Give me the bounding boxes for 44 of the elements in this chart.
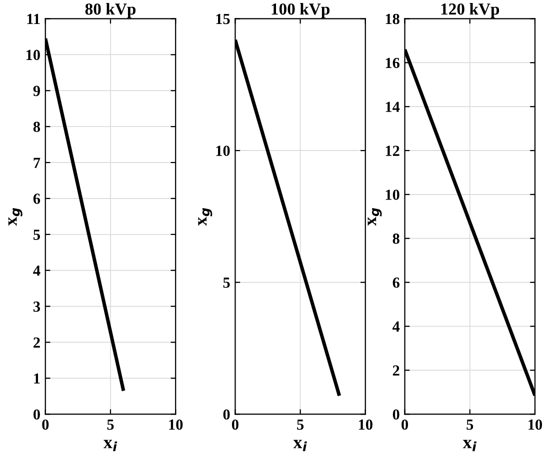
x-tick-label: 5 bbox=[297, 420, 304, 430]
x-tick-label: 0 bbox=[402, 419, 408, 430]
x-tick-label: 10 bbox=[358, 419, 372, 430]
x-axis-title: x$_{i}$ bbox=[462, 440, 477, 452]
x-tick-label: 0 bbox=[232, 419, 238, 430]
x-tick-label: 10 bbox=[169, 419, 183, 430]
y-axis-title: x$_{g}$ bbox=[198, 208, 212, 226]
y-tick-label: 10 bbox=[216, 146, 230, 156]
y-axis-title: x$_{g}$ bbox=[368, 208, 382, 226]
y-tick-label: 3 bbox=[33, 302, 40, 312]
y-tick-label: 15 bbox=[216, 14, 230, 24]
y-tick-label: 16 bbox=[386, 58, 400, 68]
y-tick-label: 5 bbox=[223, 278, 230, 288]
y-tick-label: 6 bbox=[392, 278, 400, 288]
y-tick-label: 0 bbox=[223, 409, 230, 420]
y-tick-label: 1 bbox=[34, 373, 40, 384]
y-tick-label: 10 bbox=[386, 190, 400, 200]
y-tick-label: 11 bbox=[27, 14, 40, 24]
y-tick-label: 12 bbox=[386, 146, 400, 156]
x-axis-title: x$_{i}$ bbox=[104, 440, 118, 452]
y-tick-label: 2 bbox=[392, 365, 400, 376]
y-tick-label: 2 bbox=[34, 337, 40, 348]
y-tick-label: 18 bbox=[386, 14, 400, 24]
y-tick-label: 7 bbox=[34, 158, 40, 168]
chart-title: 120 kVp bbox=[441, 2, 500, 18]
chart-title: 80 kVp bbox=[85, 2, 136, 18]
y-tick-label: 5 bbox=[34, 230, 40, 240]
y-tick-label: 4 bbox=[33, 266, 40, 276]
y-tick-label: 8 bbox=[392, 234, 400, 244]
y-tick-label: 6 bbox=[33, 194, 40, 204]
y-axis-title: x$_{g}$ bbox=[8, 208, 22, 226]
x-tick-label: 0 bbox=[42, 419, 49, 430]
x-axis-title: x$_{i}$ bbox=[293, 440, 307, 452]
x-tick-label: 10 bbox=[528, 419, 542, 430]
y-tick-label: 0 bbox=[33, 409, 40, 420]
y-tick-label: 10 bbox=[26, 50, 40, 60]
y-tick-label: 14 bbox=[386, 102, 400, 112]
y-tick-label: 8 bbox=[33, 122, 40, 132]
x-tick-label: 5 bbox=[466, 420, 474, 430]
x-tick-label: 5 bbox=[107, 420, 114, 430]
y-tick-label: 9 bbox=[33, 86, 40, 96]
chart-title: 100 kVp bbox=[272, 2, 330, 18]
y-tick-label: 4 bbox=[392, 322, 400, 332]
y-tick-label: 0 bbox=[392, 409, 400, 420]
